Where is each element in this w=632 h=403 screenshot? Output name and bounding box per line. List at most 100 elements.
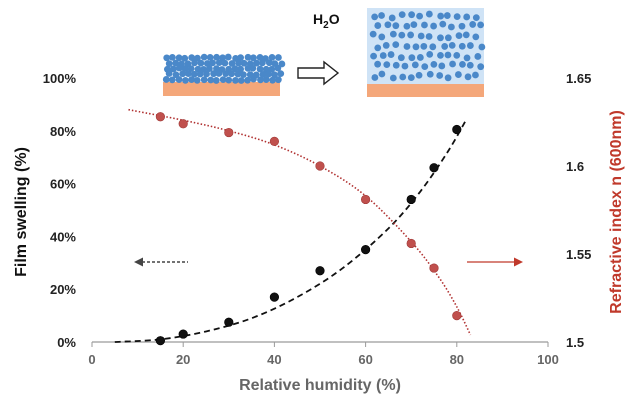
particle	[466, 42, 474, 49]
particle	[466, 61, 474, 69]
particle	[370, 52, 377, 60]
right-axis-title: Refractive index n (600nm)	[608, 110, 625, 314]
right-axis-data-point	[269, 136, 280, 146]
particle	[162, 76, 170, 83]
particle	[448, 41, 456, 49]
particle	[430, 60, 438, 68]
particle	[165, 60, 173, 68]
left-axis-data-point	[315, 266, 325, 276]
particle	[262, 76, 270, 83]
particle	[412, 43, 420, 51]
particle	[462, 31, 470, 39]
particle	[447, 23, 455, 31]
particle	[374, 60, 382, 68]
particle	[384, 21, 392, 29]
x-axis-title: Relative humidity (%)	[239, 377, 401, 394]
right-axis-data-point	[315, 161, 325, 171]
particle	[454, 71, 462, 78]
particle	[478, 43, 486, 51]
left-axis-title: Film swelling (%)	[13, 147, 30, 277]
particle	[275, 54, 282, 61]
left-axis-ticks: 0% 20% 40% 60% 80% 100%	[43, 71, 77, 350]
particle	[420, 42, 428, 50]
particle	[477, 21, 485, 29]
particle	[235, 59, 243, 67]
particle	[203, 70, 210, 78]
water-label: H2O	[313, 11, 340, 31]
y-right-tick-label: 1.65	[566, 71, 591, 86]
particle	[438, 62, 446, 70]
particle	[172, 71, 180, 79]
dry-film-particles	[162, 53, 286, 84]
particle	[426, 50, 434, 58]
particle	[369, 30, 377, 38]
particle	[237, 77, 245, 84]
particle	[209, 59, 217, 67]
x-tick-label: 80	[450, 352, 464, 367]
particle	[397, 54, 405, 62]
particle	[458, 22, 466, 30]
particle	[472, 33, 480, 41]
particle	[392, 41, 400, 49]
particle	[463, 54, 471, 62]
particle	[265, 59, 273, 67]
particle	[437, 51, 444, 59]
particle	[210, 70, 217, 78]
particle	[436, 72, 444, 79]
particle	[253, 59, 260, 67]
particle	[212, 77, 220, 84]
y-left-tick-label: 80%	[50, 124, 76, 139]
particle	[378, 12, 385, 19]
particle	[228, 60, 236, 67]
particle	[219, 76, 227, 84]
particle	[441, 43, 449, 50]
particle	[249, 64, 257, 72]
y-left-tick-label: 100%	[43, 71, 77, 86]
particle	[389, 74, 397, 82]
particle	[453, 52, 461, 59]
swollen-substrate	[367, 84, 484, 97]
particle	[416, 12, 424, 20]
particle	[464, 73, 472, 81]
y-left-tick-label: 60%	[50, 177, 76, 192]
particle	[416, 54, 424, 61]
particle	[175, 76, 183, 83]
particle	[188, 54, 196, 62]
left-axis-indicator-arrow	[134, 257, 188, 267]
particle	[383, 61, 391, 69]
particle	[439, 20, 447, 28]
swelling-transition-arrow	[297, 60, 340, 86]
particle	[401, 62, 409, 70]
particle	[268, 53, 276, 61]
particle	[374, 44, 382, 52]
particle	[392, 61, 400, 69]
particle	[196, 70, 204, 78]
particle	[379, 52, 387, 59]
swollen-film-illustration	[367, 8, 486, 97]
particle	[231, 65, 239, 73]
particle	[392, 22, 400, 30]
particle	[426, 70, 434, 78]
particle	[455, 32, 463, 40]
particle	[175, 54, 183, 62]
particle	[449, 60, 456, 68]
particle	[193, 76, 201, 84]
particle	[224, 53, 232, 61]
particle	[231, 76, 239, 84]
particle	[407, 31, 415, 39]
particle	[463, 13, 471, 21]
particle	[437, 12, 445, 20]
particle	[472, 71, 479, 79]
particle	[222, 70, 230, 78]
particle	[474, 53, 482, 60]
particle	[269, 76, 276, 84]
y-left-tick-label: 0%	[57, 335, 76, 350]
particle	[403, 43, 411, 50]
left-axis-data-point	[224, 317, 234, 327]
particle	[437, 34, 444, 42]
particle	[240, 71, 247, 79]
particle	[165, 70, 173, 77]
right-axis-data-point	[452, 311, 462, 321]
left-axis-data-point	[178, 329, 188, 339]
particle	[213, 53, 221, 61]
